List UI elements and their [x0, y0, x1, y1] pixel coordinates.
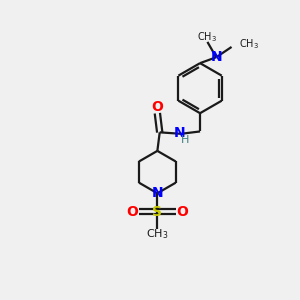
Text: CH$_3$: CH$_3$: [197, 30, 218, 44]
Text: N: N: [174, 126, 186, 140]
Text: O: O: [152, 100, 163, 114]
Text: H: H: [181, 135, 189, 145]
Text: CH$_3$: CH$_3$: [146, 228, 169, 242]
Text: O: O: [176, 205, 188, 218]
Text: O: O: [127, 205, 139, 218]
Text: N: N: [211, 50, 223, 64]
Text: S: S: [152, 205, 162, 218]
Text: CH$_3$: CH$_3$: [239, 38, 259, 52]
Text: N: N: [152, 186, 163, 200]
